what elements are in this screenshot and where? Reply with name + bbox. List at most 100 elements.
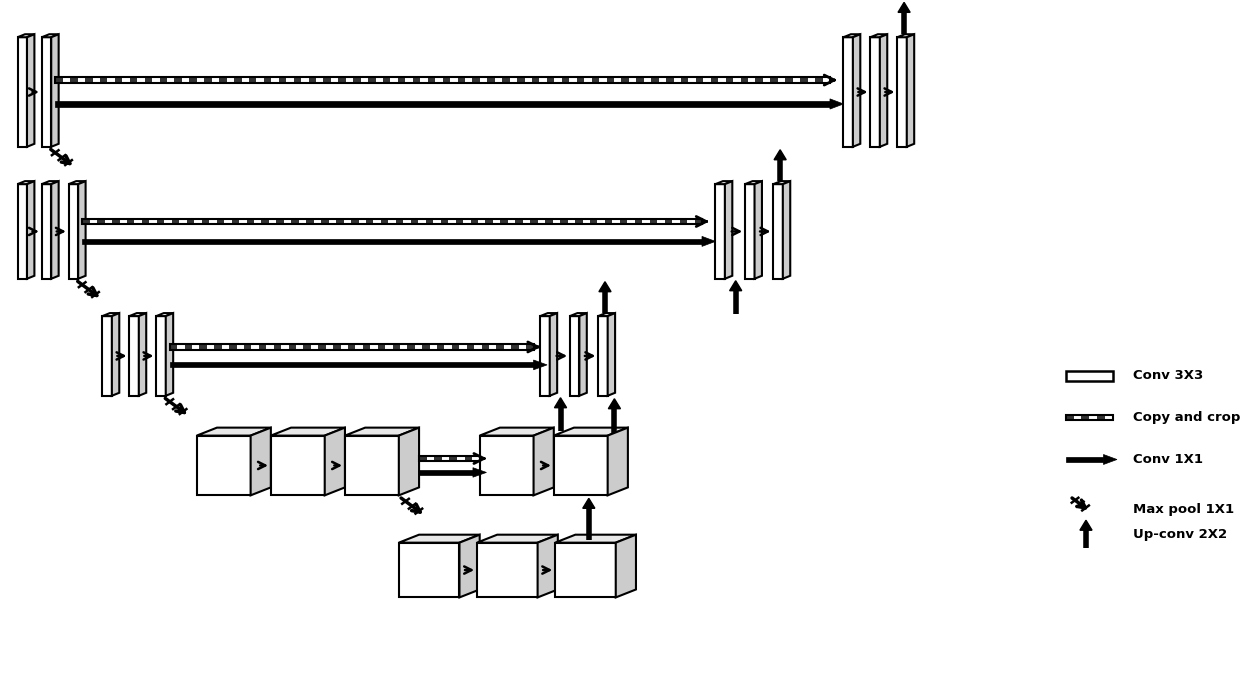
Bar <box>247 219 254 224</box>
Bar <box>807 77 815 83</box>
Bar <box>277 219 284 224</box>
Bar <box>267 344 274 349</box>
Polygon shape <box>27 34 35 147</box>
Bar <box>252 344 259 349</box>
Bar <box>525 77 532 83</box>
Polygon shape <box>853 34 861 147</box>
Bar <box>56 77 830 83</box>
Bar <box>785 77 792 83</box>
Polygon shape <box>830 99 843 109</box>
Bar <box>538 219 546 224</box>
Bar <box>598 219 605 224</box>
Bar <box>336 219 343 224</box>
Bar <box>703 77 711 83</box>
Bar <box>614 77 621 83</box>
Bar <box>419 470 472 475</box>
Bar <box>556 543 616 598</box>
Polygon shape <box>843 34 861 37</box>
Bar <box>477 219 485 224</box>
Bar <box>427 456 434 461</box>
Bar <box>321 219 329 224</box>
Polygon shape <box>325 428 345 496</box>
Bar <box>410 219 418 224</box>
Bar <box>711 77 718 83</box>
Bar <box>495 77 502 83</box>
Bar <box>156 316 166 395</box>
Bar <box>449 456 458 461</box>
Bar <box>562 77 569 83</box>
Bar <box>403 219 410 224</box>
Bar <box>419 456 480 461</box>
Bar <box>112 219 119 224</box>
Bar <box>450 77 458 83</box>
Polygon shape <box>533 360 547 370</box>
Polygon shape <box>774 181 790 184</box>
Bar <box>792 77 800 83</box>
Bar <box>474 344 481 349</box>
Bar <box>396 219 403 224</box>
Bar <box>68 184 78 279</box>
Bar <box>234 77 242 83</box>
Bar <box>591 77 599 83</box>
Bar <box>123 77 130 83</box>
Bar <box>197 435 250 496</box>
Polygon shape <box>460 535 480 598</box>
Bar <box>71 77 78 83</box>
Bar <box>898 37 906 147</box>
Bar <box>503 344 511 349</box>
Polygon shape <box>616 535 636 598</box>
Bar <box>343 219 351 224</box>
Bar <box>539 77 547 83</box>
Bar <box>480 77 487 83</box>
Bar <box>681 77 688 83</box>
Polygon shape <box>579 313 587 395</box>
Polygon shape <box>898 34 914 37</box>
Polygon shape <box>27 181 35 279</box>
Polygon shape <box>129 313 146 316</box>
Text: Copy and crop: Copy and crop <box>1133 411 1240 424</box>
Bar <box>104 219 112 224</box>
Bar <box>435 77 443 83</box>
Bar <box>289 344 296 349</box>
Bar <box>477 543 538 598</box>
Bar <box>346 77 353 83</box>
Polygon shape <box>51 181 58 279</box>
Bar <box>326 344 334 349</box>
Bar <box>345 435 399 496</box>
Bar <box>145 77 153 83</box>
Polygon shape <box>1080 521 1092 530</box>
Polygon shape <box>906 34 914 147</box>
Bar <box>237 344 244 349</box>
Polygon shape <box>608 428 627 496</box>
Bar <box>733 77 740 83</box>
Polygon shape <box>270 428 345 435</box>
Bar <box>210 219 217 224</box>
Bar <box>386 344 393 349</box>
Bar <box>433 219 440 224</box>
Bar <box>463 219 470 224</box>
Bar <box>286 77 294 83</box>
Bar <box>418 219 425 224</box>
Bar <box>740 77 748 83</box>
Bar <box>748 77 755 83</box>
Bar <box>376 77 383 83</box>
Bar <box>224 219 232 224</box>
Polygon shape <box>782 181 790 279</box>
Bar <box>568 219 575 224</box>
Bar <box>86 77 93 83</box>
Bar <box>413 77 420 83</box>
Bar <box>207 344 215 349</box>
Bar <box>279 77 286 83</box>
Bar <box>443 77 450 83</box>
Polygon shape <box>702 237 715 246</box>
Bar <box>270 435 325 496</box>
Bar <box>82 239 702 244</box>
Bar <box>366 219 373 224</box>
Bar <box>180 219 187 224</box>
Bar <box>190 77 197 83</box>
Bar <box>598 316 608 395</box>
Bar <box>89 219 97 224</box>
Bar <box>187 219 195 224</box>
Bar <box>1065 371 1114 381</box>
Bar <box>257 77 264 83</box>
